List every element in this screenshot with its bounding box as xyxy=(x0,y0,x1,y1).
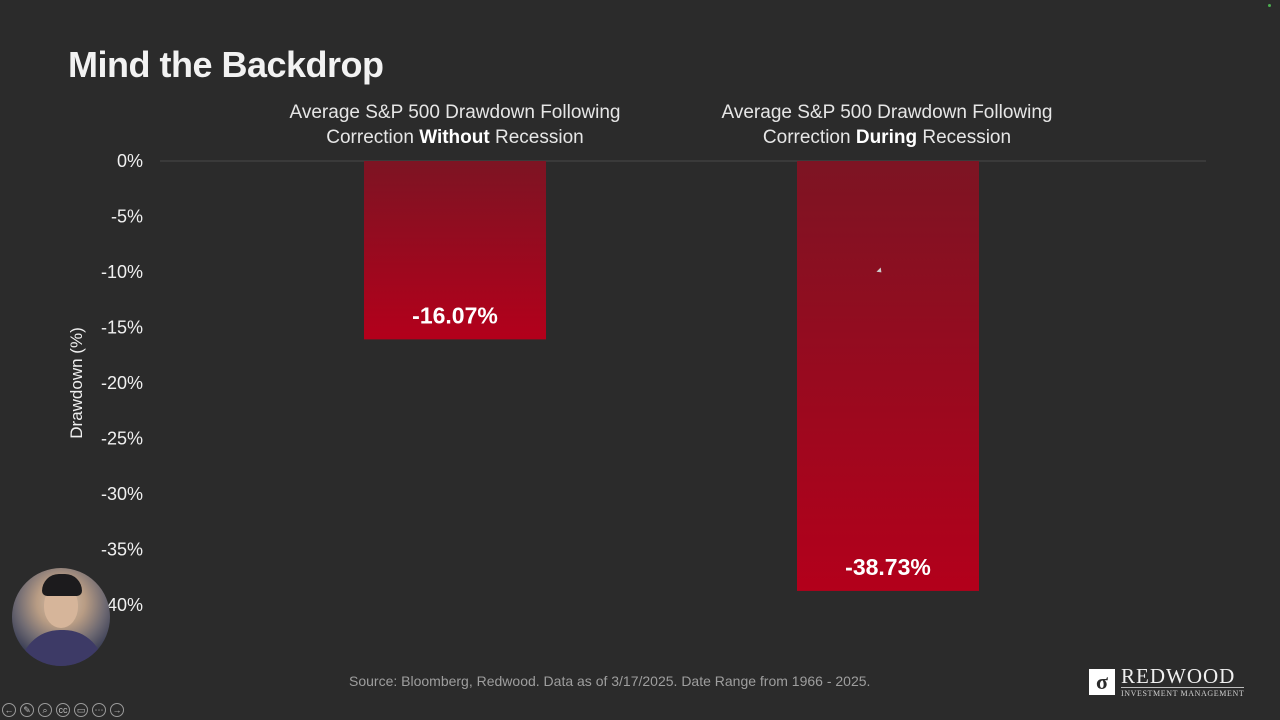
logo-name: REDWOOD xyxy=(1121,664,1236,688)
more-icon[interactable]: ⋯ xyxy=(92,703,106,717)
redwood-logo: σ REDWOOD INVESTMENT MANAGEMENT xyxy=(1089,664,1245,698)
captions-icon[interactable]: cc xyxy=(56,703,70,717)
y-tick-label: -5% xyxy=(111,207,143,227)
category-header-line1: Average S&P 500 Drawdown Following xyxy=(721,102,1053,123)
logo-mark: σ xyxy=(1089,669,1115,695)
presentation-toolbar: ← ✎ ⌕ cc ▭ ⋯ → xyxy=(2,703,124,717)
category-header-without-recession: Average S&P 500 Drawdown Following Corre… xyxy=(245,100,665,150)
bar-during-recession xyxy=(797,161,979,591)
slide-title: Mind the Backdrop xyxy=(68,44,384,85)
y-tick-label: -35% xyxy=(101,540,143,560)
y-tick-label: -10% xyxy=(101,262,143,282)
y-tick-label: -20% xyxy=(101,373,143,393)
category-header-line2: Correction Without Recession xyxy=(326,127,584,148)
zoom-icon[interactable]: ⌕ xyxy=(38,703,52,717)
category-header-during-recession: Average S&P 500 Drawdown Following Corre… xyxy=(677,100,1097,150)
bar-data-label: -16.07% xyxy=(412,302,498,328)
avatar-shirt xyxy=(20,630,104,666)
y-tick-label: 0% xyxy=(117,151,143,171)
y-tick-label: -30% xyxy=(101,484,143,504)
logo-subtitle: INVESTMENT MANAGEMENT xyxy=(1121,687,1245,698)
forward-icon[interactable]: → xyxy=(110,703,124,717)
category-header-line1: Average S&P 500 Drawdown Following xyxy=(289,102,621,123)
back-icon[interactable]: ← xyxy=(2,703,16,717)
source-note: Source: Bloomberg, Redwood. Data as of 3… xyxy=(349,673,871,689)
bar-data-label: -38.73% xyxy=(845,554,931,580)
y-axis-label: Drawdown (%) xyxy=(67,327,86,438)
y-tick-label: -25% xyxy=(101,429,143,449)
camera-icon[interactable]: ▭ xyxy=(74,703,88,717)
y-tick-label: -40% xyxy=(101,595,143,615)
pen-icon[interactable]: ✎ xyxy=(20,703,34,717)
avatar-hair xyxy=(42,574,82,596)
bar-without-recession xyxy=(364,161,546,340)
y-tick-label: -15% xyxy=(101,318,143,338)
category-header-line2: Correction During Recession xyxy=(762,127,1012,148)
status-dot xyxy=(1268,4,1271,7)
presenter-webcam-avatar xyxy=(12,568,110,666)
